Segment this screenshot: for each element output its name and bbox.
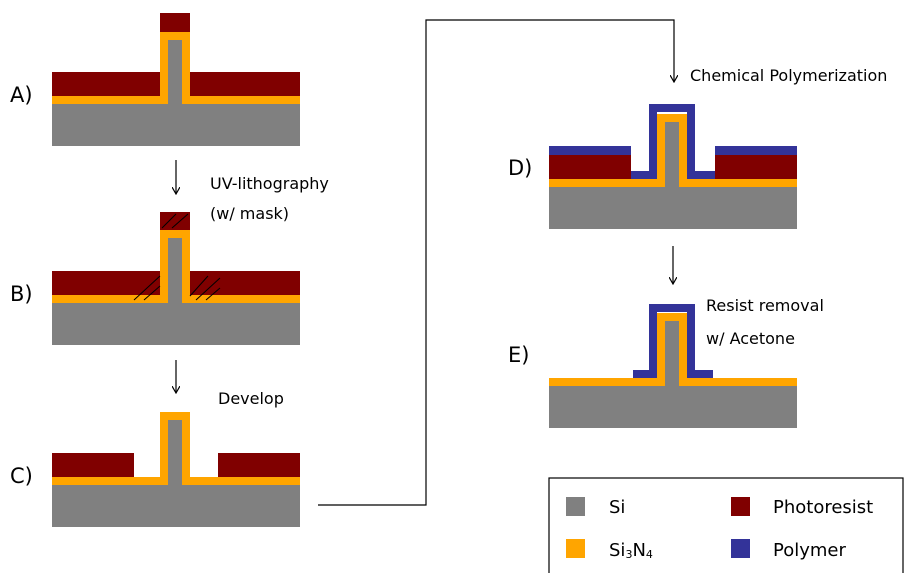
step-c-si-substrate bbox=[52, 485, 300, 527]
step-e-si-substrate bbox=[549, 386, 797, 428]
step-a-photoresist-right bbox=[190, 72, 300, 96]
annotation-resist-removal: Resist removal bbox=[706, 296, 824, 315]
step-a-label: A) bbox=[10, 83, 33, 107]
step-e-polymer-layer bbox=[633, 304, 713, 378]
annotation-with-acetone: w/ Acetone bbox=[706, 329, 795, 348]
step-e-si-pillar bbox=[665, 321, 679, 386]
step-d-si-substrate bbox=[549, 187, 797, 229]
step-b-label: B) bbox=[10, 282, 33, 306]
legend-swatch-si bbox=[566, 497, 585, 516]
legend-swatch-polymer bbox=[731, 539, 750, 558]
step-b-photoresist-right bbox=[190, 271, 300, 295]
step-b-si-substrate bbox=[52, 303, 300, 345]
annotation-chemical-polymerization: Chemical Polymerization bbox=[690, 66, 887, 85]
connector-c-to-d bbox=[318, 19, 674, 506]
step-c-photoresist-left bbox=[52, 453, 134, 477]
step-d-si3n4-layer bbox=[549, 114, 797, 187]
legend-label-si: Si bbox=[609, 497, 625, 518]
step-c-photoresist-right bbox=[218, 453, 300, 477]
step-c-si3n4-layer bbox=[52, 412, 300, 485]
annotation-develop: Develop bbox=[218, 389, 284, 408]
step-b-photoresist-top bbox=[160, 212, 190, 230]
step-e-si3n4-layer bbox=[549, 313, 797, 386]
step-d-polymer-left-top bbox=[549, 146, 631, 155]
step-a-si3n4-layer bbox=[52, 32, 300, 104]
legend-label-photoresist: Photoresist bbox=[773, 497, 873, 518]
legend: Si Si3N4 Photoresist Polymer bbox=[548, 477, 904, 573]
legend-label-polymer: Polymer bbox=[773, 540, 846, 561]
step-b-structure bbox=[52, 212, 300, 345]
step-c-si-pillar bbox=[168, 420, 182, 485]
step-b-si-pillar bbox=[168, 238, 182, 303]
step-d-si-pillar bbox=[665, 122, 679, 187]
step-a-photoresist-left bbox=[52, 72, 160, 96]
step-e-structure bbox=[549, 304, 797, 428]
legend-label-si3n4: Si3N4 bbox=[609, 540, 653, 561]
step-c-structure bbox=[52, 412, 300, 527]
legend-swatch-si3n4 bbox=[566, 539, 585, 558]
step-d-polymer-right-top bbox=[715, 146, 797, 155]
annotation-with-mask: (w/ mask) bbox=[210, 204, 289, 223]
step-d-polymer-layer bbox=[631, 104, 715, 179]
legend-swatch-photoresist bbox=[731, 497, 750, 516]
step-d-label: D) bbox=[508, 156, 532, 180]
step-d-structure bbox=[549, 104, 797, 229]
step-a-si-substrate bbox=[52, 104, 300, 146]
step-a-si-pillar bbox=[168, 40, 182, 104]
step-a-photoresist-top bbox=[160, 13, 190, 32]
step-d-photoresist-right bbox=[715, 155, 797, 179]
annotation-uv-lithography: UV-lithography bbox=[210, 174, 329, 193]
step-d-photoresist-left bbox=[549, 155, 631, 179]
step-b-photoresist-left bbox=[52, 271, 160, 295]
step-e-label: E) bbox=[508, 343, 529, 367]
legend-frame bbox=[548, 477, 904, 573]
step-c-label: C) bbox=[10, 464, 33, 488]
step-a-structure bbox=[52, 13, 300, 146]
step-b-exposure-hatching bbox=[133, 213, 221, 301]
